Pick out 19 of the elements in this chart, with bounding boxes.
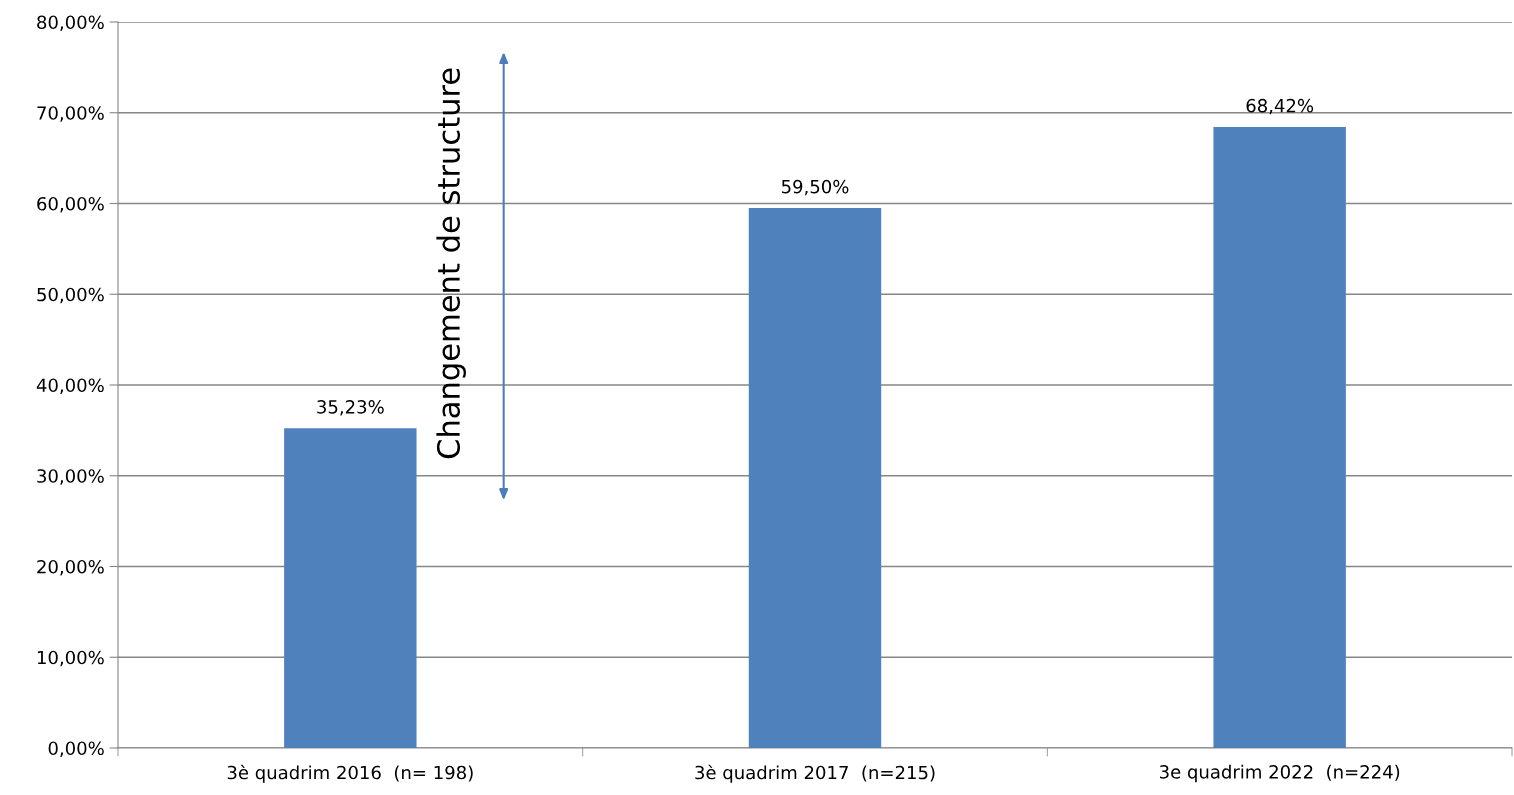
y-tick-label: 70,00% [37,106,104,122]
data-label: 35,23% [317,400,384,416]
y-tick-label: 20,00% [37,559,104,576]
y-tick-label: 50,00% [37,287,104,304]
y-tick-label: 80,00% [37,15,104,31]
annotation: Changement de structure [436,68,466,459]
y-tick-label: 60,00% [37,196,104,213]
y-tick-label: 0,00% [48,741,104,757]
data-label: 59,50% [781,179,849,196]
data-label: 68,42% [1246,98,1314,115]
bar [284,428,417,748]
bar [1213,127,1346,748]
x-tick-label: 3è quadrim 2017 (n=215) [695,764,935,783]
x-tick-label: 3è quadrim 2016 (n= 198) [227,764,473,783]
y-tick-label: 40,00% [36,378,104,394]
bar [748,208,882,748]
x-tick-label: 3e quadrim 2022 (n=224) [1160,764,1400,783]
y-tick-label: 10,00% [37,650,104,667]
y-tick-label: 30,00% [37,469,104,485]
